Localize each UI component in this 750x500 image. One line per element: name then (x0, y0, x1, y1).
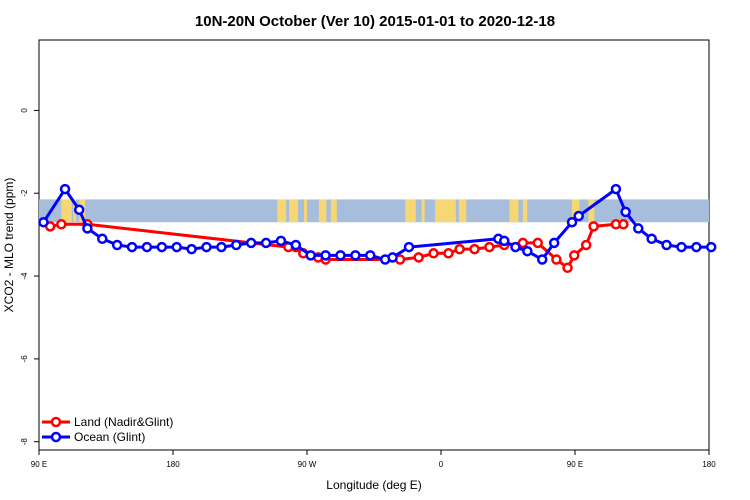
series-point-0 (562, 262, 573, 274)
series-layer (38, 183, 717, 274)
series-point-1 (633, 223, 644, 234)
series-point-1 (59, 183, 71, 195)
series-point-1 (111, 239, 123, 251)
map-land-region (289, 199, 299, 223)
legend-marker-land (50, 416, 62, 428)
x-tick-label: 90 E (31, 460, 47, 469)
series-point-1 (387, 252, 398, 263)
legend-label-land: Land (Nadir&Glint) (74, 415, 173, 429)
map-land-region (435, 199, 456, 223)
map-background-band (39, 199, 709, 223)
series-point-1 (646, 233, 657, 245)
plot-frame (38, 39, 710, 451)
series-point-0 (551, 254, 562, 265)
legend-label-ocean: Ocean (Glint) (74, 430, 145, 444)
series-point-1 (350, 250, 361, 261)
series-point-1 (156, 241, 168, 253)
series-point-0 (469, 243, 480, 255)
y-tick-label: -8 (20, 438, 29, 446)
series-point-1 (536, 254, 548, 265)
series-point-1 (522, 245, 533, 257)
series-point-0 (428, 248, 439, 259)
x-tick-label: 180 (702, 460, 716, 469)
map-land-region (458, 199, 467, 223)
series-point-0 (413, 252, 424, 263)
legend: Land (Nadir&Glint) Ocean (Glint) (42, 415, 173, 444)
series-point-1 (305, 250, 316, 261)
series-point-0 (588, 221, 599, 232)
map-land-region (277, 199, 287, 223)
map-land-region (421, 199, 425, 223)
series-point-0 (443, 248, 454, 259)
series-point-0 (517, 237, 529, 249)
series-point-1 (620, 206, 631, 218)
series-point-1 (548, 237, 560, 249)
series-point-0 (618, 219, 629, 230)
legend-marker-ocean (50, 431, 62, 443)
series-point-1 (290, 239, 302, 251)
series-point-1 (403, 241, 415, 253)
map-land-region (304, 199, 307, 223)
series-point-1 (126, 241, 138, 253)
series-point-0 (484, 241, 495, 253)
series-point-1 (573, 210, 584, 222)
map-land-region (588, 199, 595, 223)
x-tick-label: 90 W (298, 460, 317, 469)
series-point-1 (216, 241, 227, 253)
x-tick-label: 0 (439, 460, 444, 469)
map-land-region (509, 199, 519, 223)
series-point-1 (231, 239, 242, 251)
map-land-region (330, 199, 337, 223)
y-tick-label: -6 (20, 355, 29, 363)
y-tick-label: -2 (20, 189, 29, 197)
y-axis-ticks: 0 -2 -4 -6 -8 (20, 108, 39, 446)
map-land-region (522, 199, 528, 223)
series-point-1 (320, 250, 331, 261)
chart-title: 10N-20N October (Ver 10) 2015-01-01 to 2… (195, 13, 555, 30)
series-point-1 (141, 241, 153, 253)
series-point-1 (566, 216, 578, 228)
series-point-1 (186, 243, 197, 255)
y-tick-label: -4 (20, 272, 29, 280)
series-point-1 (245, 237, 257, 249)
map-ocean (39, 199, 709, 223)
series-point-1 (510, 241, 521, 253)
y-tick-label: 0 (20, 108, 29, 113)
series-point-1 (97, 233, 108, 245)
map-land-region (61, 199, 72, 223)
series-point-1 (676, 241, 687, 253)
series-point-1 (73, 204, 85, 216)
x-tick-label: 180 (166, 460, 180, 469)
series-point-0 (454, 243, 465, 255)
series-point-1 (260, 237, 272, 249)
x-axis-ticks: 90 E 180 90 W 0 90 E 180 (31, 450, 716, 469)
y-axis-label: XCO2 - MLO trend (ppm) (2, 178, 16, 313)
series-point-1 (275, 235, 287, 247)
series-point-1 (82, 223, 93, 234)
series-point-0 (56, 219, 67, 230)
series-point-0 (580, 239, 592, 251)
series-point-1 (201, 241, 212, 253)
series-point-0 (532, 237, 544, 249)
x-axis-label: Longitude (deg E) (326, 478, 421, 492)
series-point-1 (38, 216, 49, 228)
series-point-1 (610, 183, 622, 195)
series-point-1 (661, 239, 672, 251)
map-land-region (405, 199, 416, 223)
series-point-1 (365, 250, 376, 261)
x-tick-label: 90 E (567, 460, 583, 469)
series-point-1 (691, 241, 702, 253)
map-land-region (318, 199, 327, 223)
series-point-1 (705, 241, 717, 253)
series-point-1 (335, 250, 346, 261)
map-land-region (572, 199, 580, 223)
series-point-1 (171, 241, 182, 253)
series-point-1 (499, 235, 510, 247)
series-point-0 (569, 250, 580, 261)
